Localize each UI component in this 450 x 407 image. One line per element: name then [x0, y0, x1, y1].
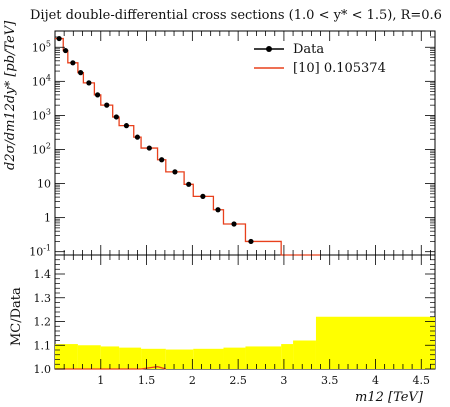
x-tick-label: 1 [97, 374, 104, 387]
y-axis-label: d2σ/dm12dy* [pb/TeV] [3, 20, 18, 170]
x-tick-label: 2 [189, 374, 196, 387]
y-tick-label: 102 [32, 141, 51, 156]
data-point [248, 238, 254, 245]
data-point [200, 193, 206, 199]
data-point [146, 145, 152, 151]
data-point [186, 181, 192, 187]
y-tick-label: 105 [32, 39, 51, 54]
ratio-band-segment [165, 349, 194, 369]
ratio-band-segment [141, 348, 166, 369]
mc-step-line [55, 37, 321, 256]
data-point [86, 80, 92, 86]
legend: Data [10] 0.105374 [254, 42, 386, 76]
x-tick-label: 2.5 [229, 374, 247, 387]
y-tick-label: 103 [32, 107, 51, 122]
data-point [123, 123, 130, 129]
data-point [215, 207, 221, 213]
data-point [113, 114, 119, 120]
data-point [172, 169, 178, 175]
x-tick-label: 1.5 [138, 374, 156, 387]
ratio-band-segment [119, 347, 142, 369]
x-tick-label: 3 [280, 374, 287, 387]
ratio-y-tick-label: 1.0 [34, 363, 52, 376]
y-tick-label: 104 [32, 73, 51, 88]
main-layer [55, 35, 321, 256]
x-tick-label: 4 [372, 374, 379, 387]
x-axis-label: m12 [TeV] [355, 390, 424, 405]
ratio-y-tick-label: 1.1 [34, 339, 52, 352]
y-tick-label: 10 [37, 178, 51, 191]
legend-mc-label: [10] 0.105374 [293, 61, 386, 76]
ratio-layer [55, 316, 435, 370]
legend-data-label: Data [293, 42, 324, 57]
ratio-band-segment [223, 347, 246, 369]
data-point [231, 221, 237, 227]
data-point [62, 47, 69, 54]
ratio-band-segment [281, 344, 294, 369]
legend-data-marker [266, 46, 272, 52]
x-tick-label: 4.5 [413, 374, 431, 387]
y-tick-label: 1 [44, 212, 51, 225]
ratio-y-tick-label: 1.4 [34, 268, 52, 281]
data-point [134, 134, 141, 140]
ratio-band-segment [55, 344, 78, 369]
ratio-y-tick-label: 1.3 [34, 292, 52, 305]
ratio-band-segment [77, 345, 101, 369]
y-tick-label: 10-1 [29, 244, 51, 259]
ratio-band-segment [245, 346, 282, 369]
data-point [104, 102, 110, 108]
ratio-band-segment [293, 340, 316, 369]
x-tick-label: 3.5 [321, 374, 339, 387]
chart-title: Dijet double-differential cross sections… [30, 8, 442, 23]
data-point [159, 157, 165, 163]
ratio-y-tick-label: 1.2 [34, 316, 52, 329]
data-point [78, 70, 84, 76]
ratio-band-segment [100, 346, 120, 369]
ratio-mc-line [55, 366, 166, 370]
axis-layer: 1 1.5 2 2.5 3 3.5 4 4.5 10-1 1 10 102 103 104 105 1.0 1.… [29, 30, 435, 387]
ratio-y-axis-label: MC/Data [9, 287, 24, 346]
data-point [94, 92, 101, 98]
data-point [70, 60, 76, 66]
ratio-band-segment [193, 348, 224, 369]
